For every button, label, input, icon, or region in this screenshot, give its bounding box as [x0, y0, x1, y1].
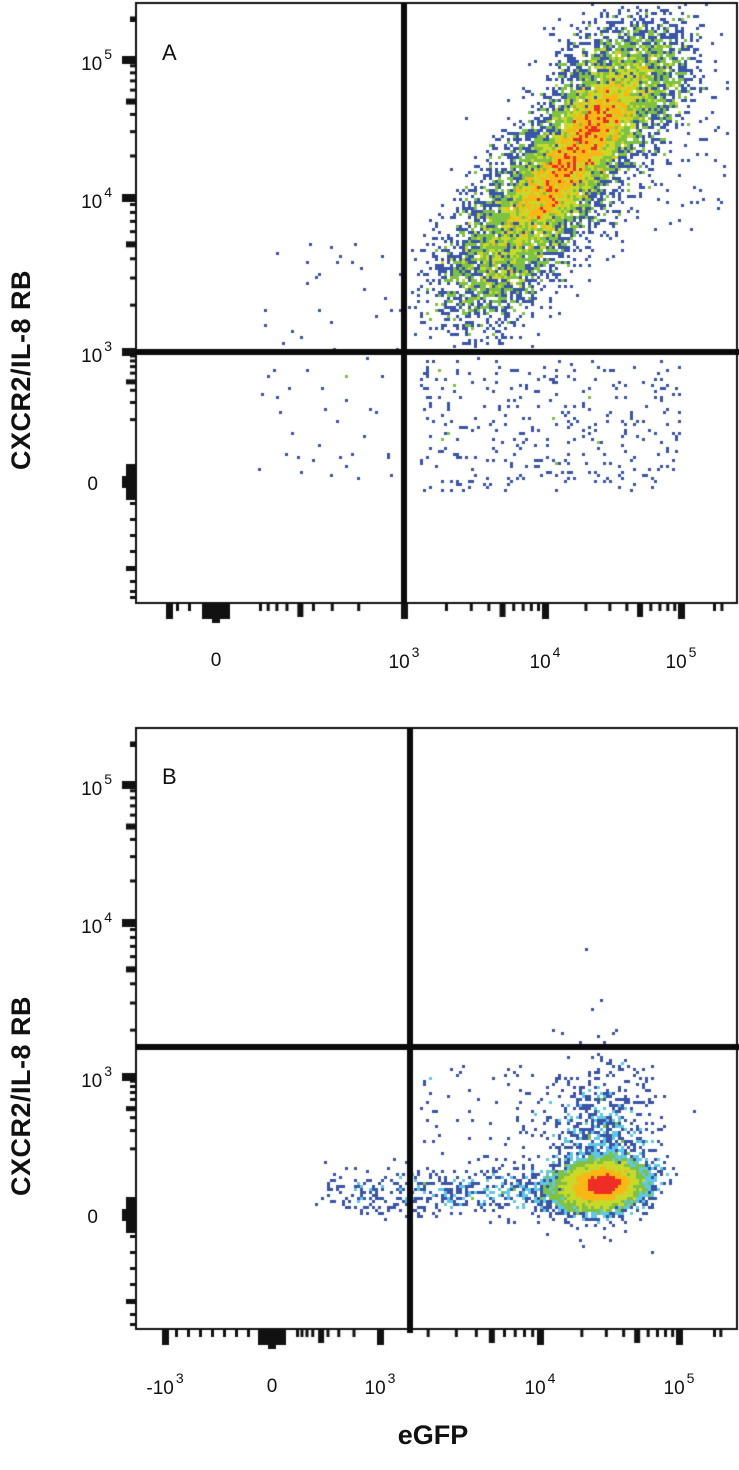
y-tick-label: 103 [81, 1062, 112, 1093]
y-axis-label-b: CXCR2/IL-8 RB [6, 995, 36, 1196]
x-tick-label: -103 [146, 1369, 184, 1400]
panel-letter-b: B [162, 764, 177, 789]
x-tick-label: 104 [524, 1369, 556, 1400]
y-tick-label: 104 [81, 908, 112, 939]
x-tick-label: 103 [364, 1369, 396, 1400]
x-tick-label: 105 [663, 1369, 695, 1400]
y-tick-label: 105 [81, 770, 112, 801]
x-axis-label: eGFP [397, 1420, 469, 1450]
y-tick-label: 0 [87, 1207, 98, 1228]
x-tick-label: 0 [266, 1376, 278, 1397]
